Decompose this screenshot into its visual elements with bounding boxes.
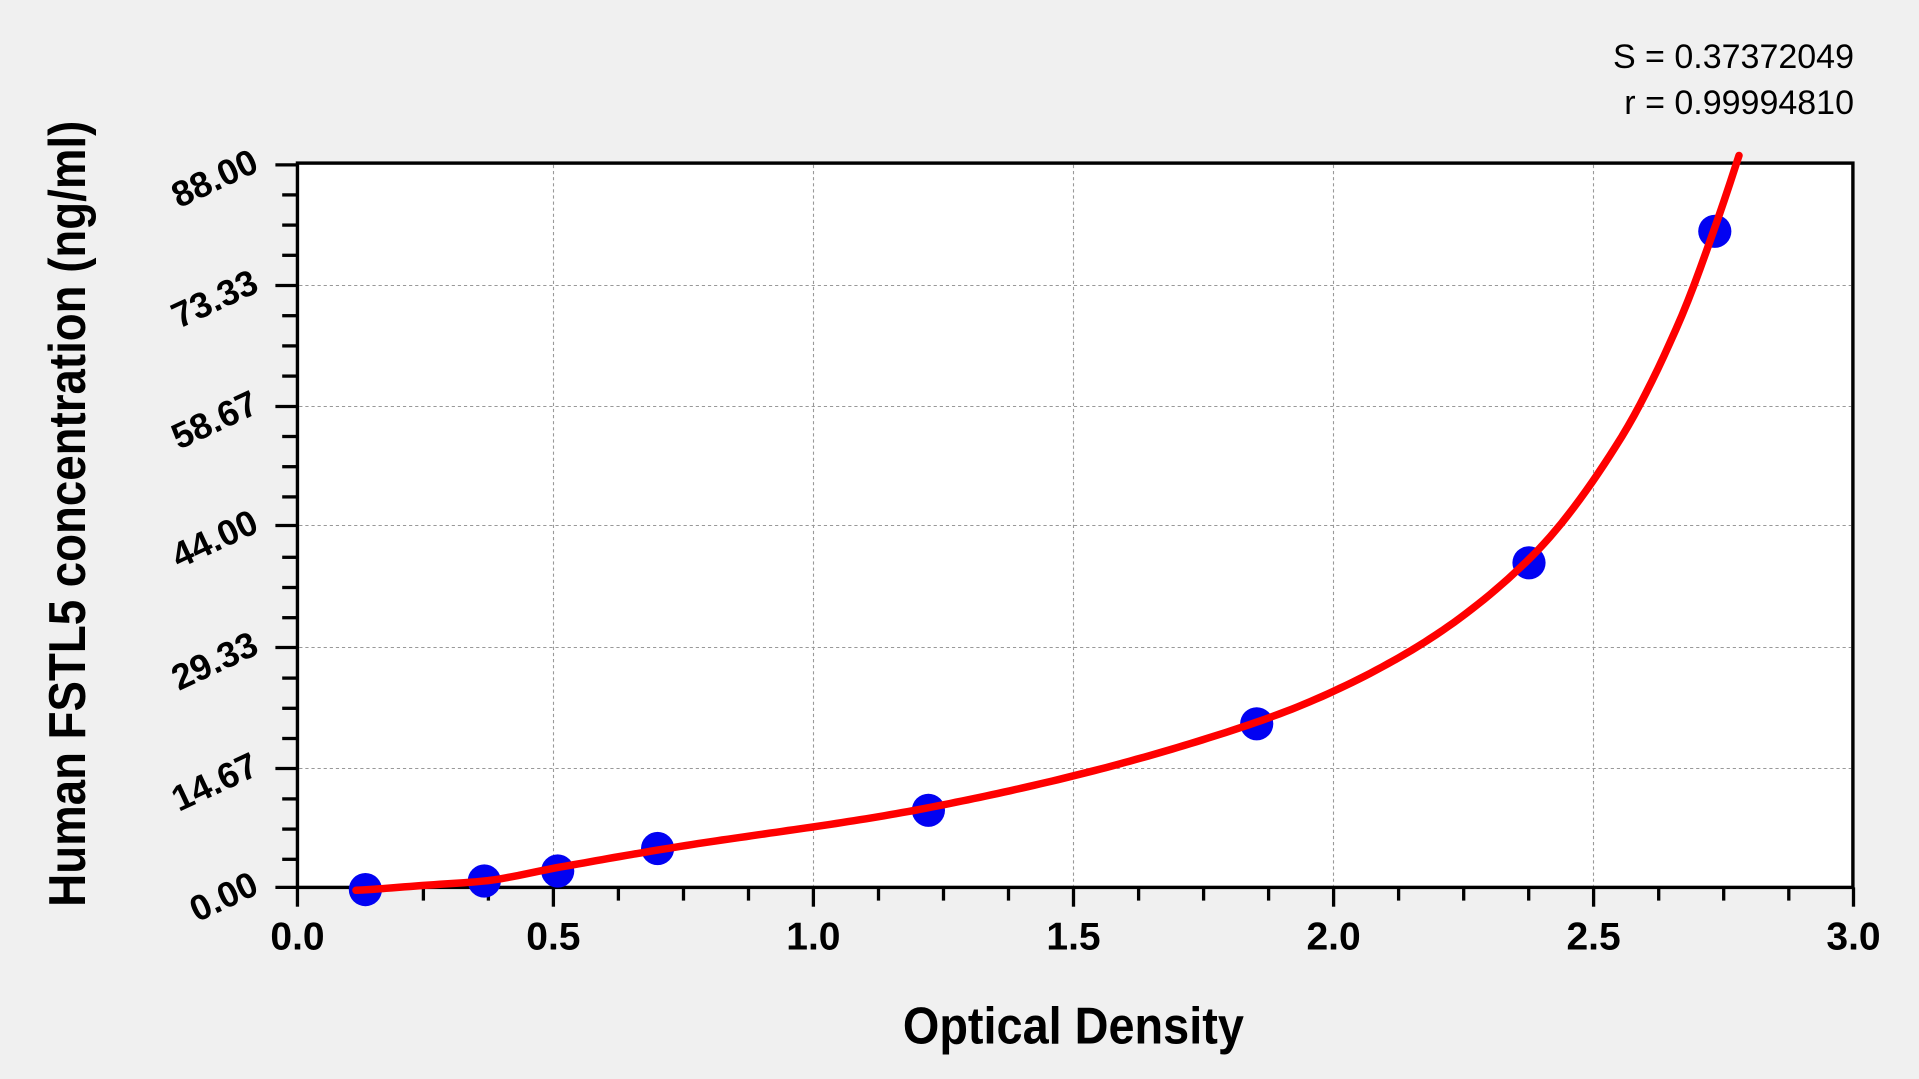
svg-text:2.5: 2.5 [1566, 916, 1620, 959]
svg-text:Human FSTL5 concentration (ng/: Human FSTL5 concentration (ng/ml) [39, 121, 97, 907]
svg-text:2.0: 2.0 [1306, 916, 1360, 959]
svg-text:1.5: 1.5 [1046, 916, 1100, 959]
svg-text:r = 0.99994810: r = 0.99994810 [1624, 84, 1854, 122]
svg-text:3.0: 3.0 [1826, 916, 1880, 959]
svg-text:0.5: 0.5 [526, 916, 580, 959]
svg-text:0.0: 0.0 [270, 916, 324, 959]
svg-text:1.0: 1.0 [786, 916, 840, 959]
svg-text:Optical Density: Optical Density [903, 997, 1244, 1055]
svg-text:S = 0.37372049: S = 0.37372049 [1613, 38, 1854, 76]
